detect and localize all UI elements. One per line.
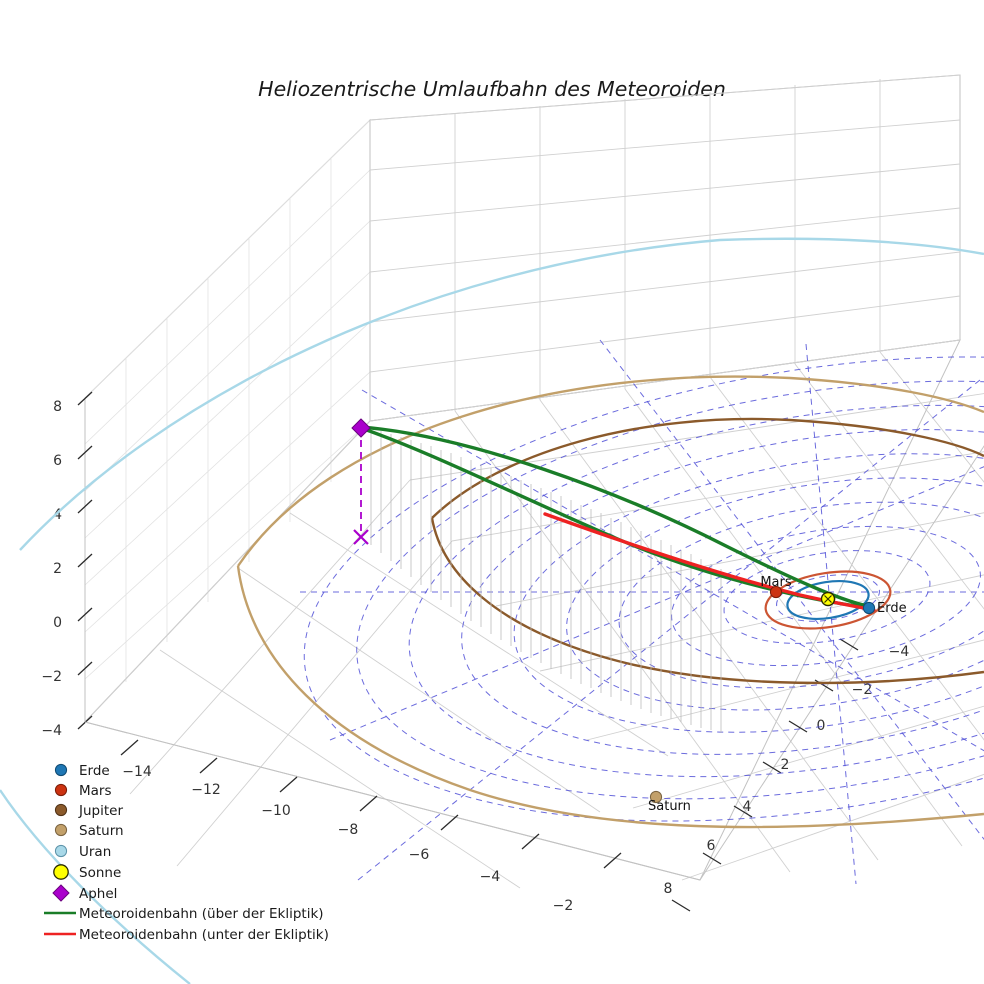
legend-label-bahn-ueber: Meteoroidenbahn (über der Ekliptik) (79, 906, 324, 922)
mars-marker (769, 585, 783, 599)
erde-marker (862, 601, 876, 615)
body-markers: Mars Erde Saturn (648, 575, 907, 814)
legend-label-mars: Mars (79, 783, 112, 799)
erde-label: Erde (877, 601, 907, 616)
x-axis: −14 −12 −10 −8 −6 −4 −2 (84, 721, 701, 914)
y-tick-0: −4 (889, 644, 910, 660)
aphelion-diamond-marker (351, 418, 371, 438)
z-tick-5: −2 (41, 669, 62, 685)
legend-label-bahn-unter: Meteoroidenbahn (unter der Ekliptik) (79, 927, 329, 943)
z-tick-3: 2 (53, 561, 62, 577)
aphelion-projection-cross (353, 529, 369, 545)
y-axis: −4 −2 0 2 4 6 8 (664, 445, 984, 912)
y-tick-4: 4 (743, 799, 752, 815)
uran-orbit (19, 237, 984, 551)
legend-label-sonne: Sonne (79, 865, 121, 881)
legend-item-aphel[interactable]: Aphel (52, 884, 117, 902)
z-tick-0: 8 (53, 399, 62, 415)
x-tick-0: −14 (122, 764, 152, 780)
x-tick-6: −2 (553, 898, 574, 914)
planet-orbits (0, 237, 984, 984)
legend-label-aphel: Aphel (79, 886, 117, 902)
z-axis: 8 6 4 2 0 −2 −4 (41, 391, 93, 739)
x-tick-4: −6 (409, 847, 430, 863)
z-tick-4: 0 (53, 615, 62, 631)
jupiter-orbit-lower (430, 517, 984, 685)
legend-item-bahn-ueber[interactable]: Meteoroidenbahn (über der Ekliptik) (44, 906, 324, 922)
z-tick-1: 6 (53, 453, 62, 469)
legend-item-uran[interactable]: Uran (54, 844, 111, 860)
aphelion-group (351, 418, 371, 545)
mars-orbit (764, 570, 892, 630)
saturn-marker (649, 790, 663, 804)
legend-marker-mars-icon (54, 783, 68, 797)
y-tick-1: −2 (852, 682, 873, 698)
saturn-label: Saturn (648, 799, 691, 814)
uran-orbit-lower (0, 789, 191, 984)
erde-orbit (786, 580, 870, 620)
legend-label-uran: Uran (79, 844, 111, 860)
sonne-marker (820, 591, 836, 607)
y-tick-5: 6 (707, 838, 716, 854)
legend-marker-jupiter-icon (54, 803, 68, 817)
jupiter-orbit (431, 417, 984, 519)
trajectory-stem-lines (370, 429, 722, 733)
legend-marker-erde-icon (54, 763, 68, 777)
legend-item-saturn[interactable]: Saturn (54, 823, 124, 839)
legend-label-jupiter: Jupiter (78, 803, 123, 819)
saturn-orbit (237, 375, 984, 567)
legend-marker-sonne-icon (53, 864, 69, 880)
y-tick-2: 0 (817, 718, 826, 734)
saturn-orbit-lower (236, 565, 984, 829)
x-tick-3: −8 (338, 822, 359, 838)
plot-title: Heliozentrische Umlaufbahn des Meteoroid… (258, 77, 726, 101)
pane-left-wall (84, 118, 371, 724)
y-tick-3: 2 (781, 757, 790, 773)
y-tick-6: 8 (664, 881, 673, 897)
x-tick-5: −4 (480, 869, 501, 885)
legend-item-erde[interactable]: Erde (54, 763, 110, 779)
x-tick-2: −10 (261, 803, 291, 819)
legend-marker-aphel-icon (52, 884, 70, 902)
legend-marker-uran-icon (54, 844, 68, 858)
legend-label-erde: Erde (79, 763, 110, 779)
meteoroid-path-below-ecliptic (543, 512, 876, 612)
x-tick-1: −12 (191, 782, 221, 798)
legend-item-sonne[interactable]: Sonne (53, 864, 121, 881)
legend[interactable]: Erde Mars Jupiter Saturn Uran Sonne (44, 763, 329, 943)
z-tick-6: −4 (41, 723, 62, 739)
mars-label: Mars (760, 575, 792, 590)
legend-item-jupiter[interactable]: Jupiter (54, 803, 123, 819)
legend-item-bahn-unter[interactable]: Meteoroidenbahn (unter der Ekliptik) (44, 927, 329, 943)
legend-item-mars[interactable]: Mars (54, 783, 112, 799)
legend-marker-saturn-icon (54, 823, 68, 837)
legend-label-saturn: Saturn (79, 823, 124, 839)
z-tick-2: 4 (53, 507, 62, 523)
